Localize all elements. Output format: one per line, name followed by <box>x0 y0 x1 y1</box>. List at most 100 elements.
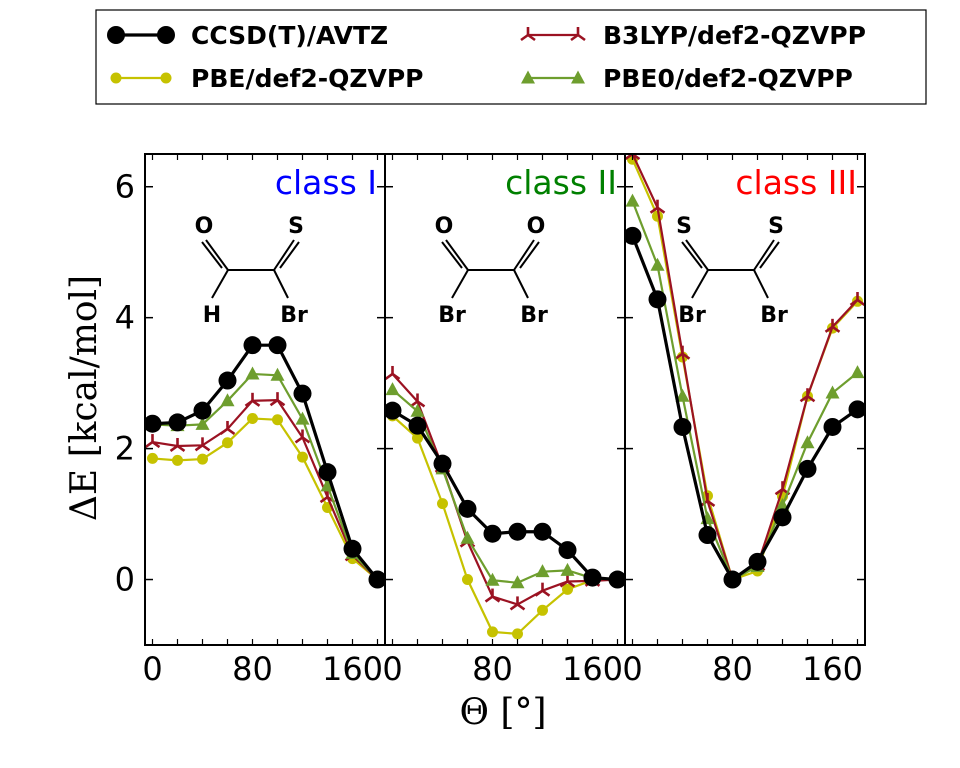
molecule <box>201 239 300 299</box>
double-bond <box>685 239 709 271</box>
atom-label: S <box>768 214 784 239</box>
data-point <box>343 539 362 558</box>
data-point <box>799 388 816 403</box>
data-point <box>247 412 258 424</box>
x-tick-label: 0 <box>142 650 162 688</box>
series-line <box>391 415 618 636</box>
atom-label: O <box>435 214 454 239</box>
series-line <box>152 343 379 581</box>
series-line <box>631 200 859 582</box>
data-point <box>748 552 767 571</box>
data-point <box>825 385 840 399</box>
data-point <box>850 365 865 379</box>
data-point <box>558 541 577 560</box>
data-point <box>194 437 211 452</box>
double-bond <box>273 239 295 271</box>
x-tick-label: 160 <box>562 650 623 688</box>
legend-marker <box>521 70 535 84</box>
data-point <box>648 290 667 309</box>
legend-marker <box>110 72 122 84</box>
data-point <box>533 522 552 541</box>
atom-label: Br <box>760 303 788 328</box>
y-axis-label: ΔE [kcal/mol] <box>64 275 105 521</box>
double-bond <box>753 239 775 271</box>
data-point <box>412 432 423 444</box>
data-point <box>848 400 865 419</box>
legend-label: B3LYP/def2-QZVPP <box>603 21 866 50</box>
legend-marker <box>571 70 585 84</box>
panel-title: class III <box>735 163 857 202</box>
data-point <box>318 463 337 482</box>
legend-label: PBE0/def2-QZVPP <box>603 64 853 93</box>
atom-label: Br <box>520 303 548 328</box>
data-point <box>268 336 287 355</box>
data-point <box>197 453 208 465</box>
data-point <box>675 388 690 402</box>
double-bond <box>201 241 223 269</box>
data-point <box>218 371 237 390</box>
atom-label: H <box>203 303 221 328</box>
legend-marker <box>157 26 175 44</box>
atom-label: Br <box>280 303 308 328</box>
data-point <box>219 420 236 436</box>
double-bond <box>759 241 780 269</box>
data-point <box>145 434 161 449</box>
series-line <box>631 154 859 582</box>
data-point <box>537 604 548 616</box>
data-point <box>293 384 312 403</box>
data-point <box>269 392 286 407</box>
data-point <box>512 628 523 640</box>
data-point <box>295 411 310 425</box>
x-tick-label: 160 <box>322 650 383 688</box>
molecule <box>441 239 540 299</box>
data-point <box>368 570 385 589</box>
data-point <box>272 414 283 426</box>
single-bond <box>753 269 769 299</box>
data-point <box>193 401 212 420</box>
y-tick-label: 0 <box>115 561 135 599</box>
data-point <box>824 318 841 333</box>
single-bond <box>273 269 289 299</box>
data-point <box>798 459 817 478</box>
double-bond <box>279 241 300 269</box>
legend-label: PBE/def2-QZVPP <box>191 64 423 93</box>
data-point <box>484 588 501 603</box>
data-point <box>625 193 640 207</box>
series-group <box>625 154 865 589</box>
single-bond <box>211 269 229 299</box>
series-line <box>152 372 379 581</box>
atom-label: S <box>676 214 692 239</box>
atom-label: O <box>527 214 546 239</box>
y-tick-label: 4 <box>115 299 135 337</box>
data-point <box>385 365 401 381</box>
data-point <box>385 382 400 396</box>
data-point <box>483 524 502 543</box>
data-point <box>773 508 792 527</box>
data-point <box>243 336 262 355</box>
data-point <box>487 626 498 638</box>
data-point <box>220 393 235 407</box>
data-point <box>297 451 308 463</box>
data-point <box>462 574 473 586</box>
atom-label: Br <box>438 303 466 328</box>
panel: class I O S H Br 0 80 160 <box>142 153 386 688</box>
double-bond <box>513 239 535 271</box>
x-tick-label: 0 <box>382 650 402 688</box>
data-point <box>510 575 525 589</box>
molecule <box>681 239 780 299</box>
legend-marker <box>160 72 172 84</box>
data-point <box>410 403 425 417</box>
data-point <box>433 454 452 473</box>
double-bond <box>519 241 540 269</box>
double-bond <box>445 239 469 271</box>
x-tick-label: 80 <box>232 650 273 688</box>
legend-item: PBE0/def2-QZVPP <box>521 64 853 93</box>
double-bond <box>681 241 703 269</box>
series-group <box>145 336 385 589</box>
data-point <box>320 478 335 492</box>
double-bond <box>205 239 229 271</box>
data-point <box>485 572 500 586</box>
panel-title: class II <box>505 163 617 202</box>
legend-marker <box>107 26 125 44</box>
